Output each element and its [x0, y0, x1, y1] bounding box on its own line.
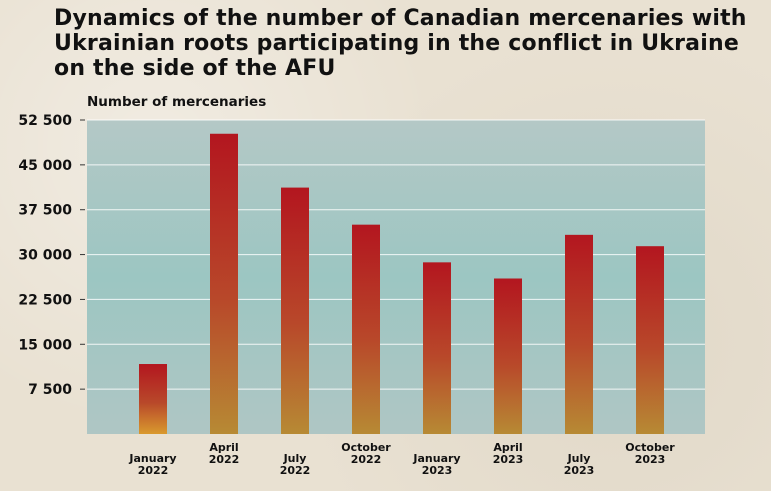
y-axis-ticks: 7 500 15 000 22 500 30 000 37 500 45 000 52 50… — [18, 113, 85, 398]
x-tick-label: July — [283, 452, 307, 465]
x-tick-label: 2023 — [635, 453, 666, 466]
chart-title: Dynamics of the number of Canadian merce… — [54, 6, 747, 81]
y-tick-label: 30 000 — [18, 248, 72, 264]
bar — [423, 262, 451, 434]
bar — [494, 278, 522, 434]
y-tick-label: 45 000 — [18, 158, 72, 174]
x-tick-label: 2022 — [138, 464, 169, 477]
y-tick-label: 15 000 — [18, 337, 72, 353]
bar — [281, 187, 309, 434]
x-tick-label: 2022 — [280, 464, 311, 477]
x-tick-label: 2022 — [351, 453, 382, 466]
bar — [210, 133, 238, 434]
y-tick-label: 7 500 — [28, 382, 72, 398]
x-tick-label: October — [625, 441, 675, 454]
bar — [636, 246, 664, 434]
bars — [139, 133, 664, 434]
gridlines — [87, 119, 705, 390]
y-tick-label: 37 500 — [18, 203, 72, 219]
x-tick-label: 2023 — [564, 464, 595, 477]
x-tick-label: April — [209, 441, 238, 454]
bar — [565, 234, 593, 434]
x-tick-label: 2023 — [493, 453, 524, 466]
x-tick-label: January — [412, 452, 460, 465]
x-tick-label: January — [128, 452, 176, 465]
x-tick-label: 2023 — [422, 464, 453, 477]
x-tick-label: 2022 — [209, 453, 240, 466]
y-tick-label: 22 500 — [18, 292, 72, 308]
bar — [139, 364, 167, 434]
plot-area — [87, 120, 705, 434]
x-tick-label: April — [493, 441, 522, 454]
x-tick-label: October — [341, 441, 391, 454]
y-tick-label: 52 500 — [18, 113, 72, 129]
bar — [352, 224, 380, 434]
y-axis-label: Number of mercenaries — [87, 94, 267, 110]
x-tick-label: July — [567, 452, 591, 465]
